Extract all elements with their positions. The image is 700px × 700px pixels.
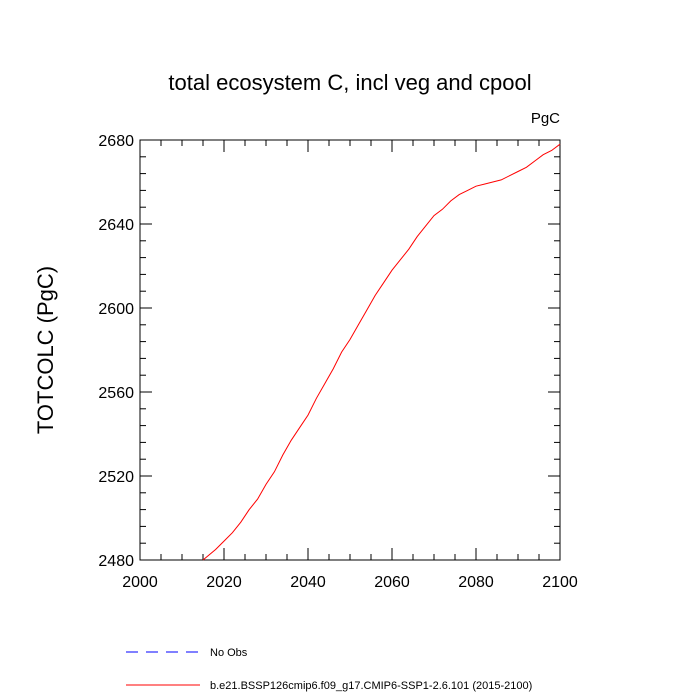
series-line bbox=[202, 143, 561, 561]
x-tick-label: 2100 bbox=[542, 574, 578, 591]
legend-label-model-run: b.e21.BSSP126cmip6.f09_g17.CMIP6-SSP1-2.… bbox=[210, 680, 532, 692]
plot-frame bbox=[139, 139, 561, 561]
x-tick-label: 2020 bbox=[206, 574, 242, 591]
legend: No Obs b.e21.BSSP126cmip6.f09_g17.CMIP6-… bbox=[126, 647, 532, 692]
y-tick-label: 2520 bbox=[98, 469, 134, 486]
y-tick-label: 2560 bbox=[98, 385, 134, 402]
x-tick-label: 2060 bbox=[374, 574, 410, 591]
y-tick-label: 2640 bbox=[98, 217, 134, 234]
y-tick-label: 2600 bbox=[98, 301, 134, 318]
axis-ticks bbox=[139, 139, 561, 561]
axis-tick-labels: 2000 2020 2040 2060 2080 2100 2480 2520 2560 2600… bbox=[98, 133, 577, 591]
y-axis-label: TOTCOLC (PgC) bbox=[33, 266, 58, 434]
y-tick-label: 2480 bbox=[98, 553, 134, 570]
series-layer bbox=[202, 143, 561, 561]
x-tick-label: 2000 bbox=[122, 574, 158, 591]
plot-area bbox=[139, 139, 561, 561]
y-tick-label: 2680 bbox=[98, 133, 134, 150]
x-tick-label: 2080 bbox=[458, 574, 494, 591]
legend-label-no-obs: No Obs bbox=[210, 647, 248, 659]
chart-title: total ecosystem C, incl veg and cpool bbox=[168, 70, 531, 95]
units-label: PgC bbox=[531, 110, 560, 127]
x-tick-label: 2040 bbox=[290, 574, 326, 591]
